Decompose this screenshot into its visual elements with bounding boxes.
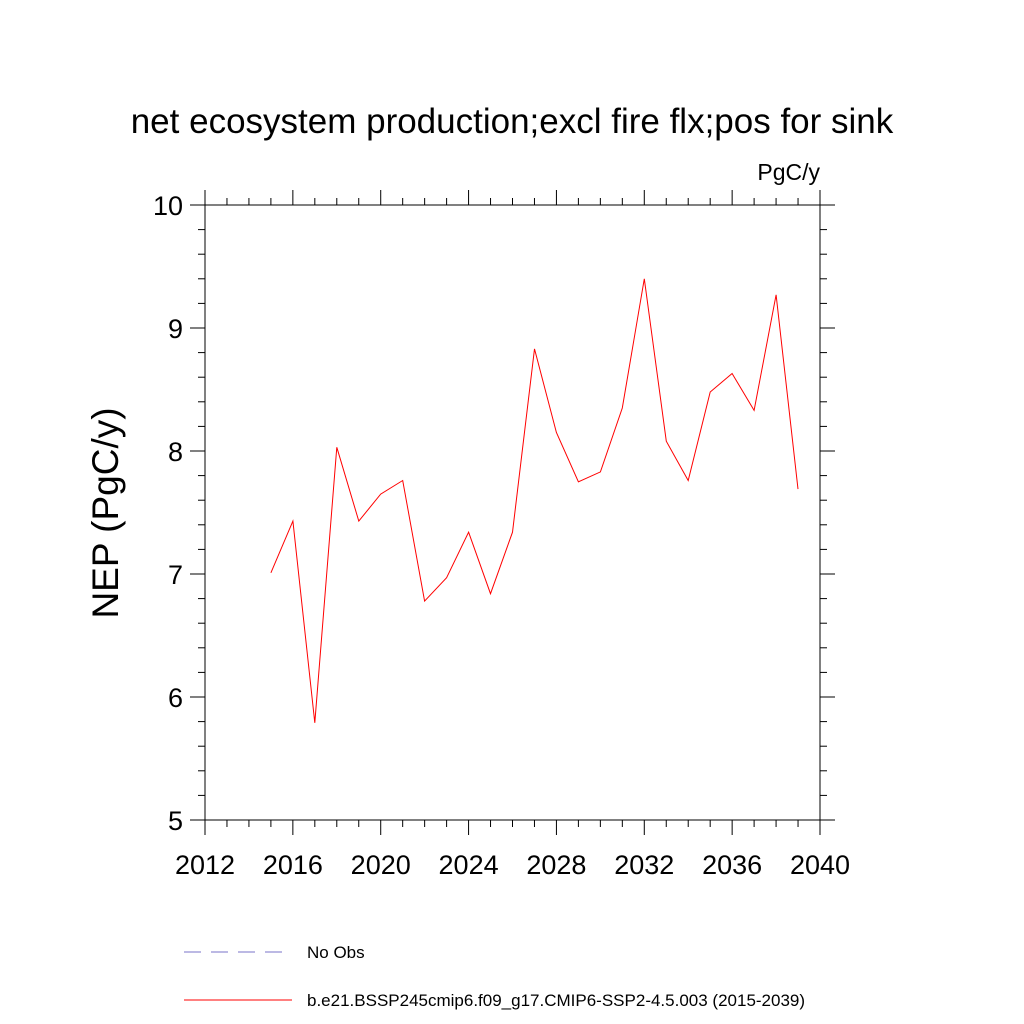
x-tick-label: 2016 <box>263 850 323 880</box>
legend: No Obs b.e21.BSSP245cmip6.f09_g17.CMIP6-S… <box>184 943 805 1010</box>
x-tick-label: 2012 <box>175 850 235 880</box>
y-tick-label: 6 <box>168 683 183 713</box>
legend-label: b.e21.BSSP245cmip6.f09_g17.CMIP6-SSP2-4.… <box>307 991 805 1010</box>
plot-frame <box>204 204 821 821</box>
x-tick-label: 2024 <box>439 850 499 880</box>
y-axis-label: NEP (PgC/y) <box>85 407 126 618</box>
series-line <box>270 278 799 723</box>
y-tick-label: 9 <box>168 314 183 344</box>
chart-title: net ecosystem production;excl fire flx;p… <box>131 102 894 141</box>
x-tick-label: 2040 <box>790 850 850 880</box>
y-axis: 5 6 7 8 9 10 <box>153 191 835 836</box>
series-layer <box>270 278 799 723</box>
y-tick-label: 7 <box>168 560 183 590</box>
y-tick-label: 10 <box>153 191 183 221</box>
x-tick-label: 2020 <box>351 850 411 880</box>
y-tick-label: 8 <box>168 437 183 467</box>
x-tick-label: 2036 <box>702 850 762 880</box>
x-tick-label: 2028 <box>526 850 586 880</box>
x-tick-label: 2032 <box>614 850 674 880</box>
legend-label: No Obs <box>307 943 365 962</box>
y-tick-label: 5 <box>168 806 183 836</box>
x-axis: 2012 2016 2020 2024 2028 2032 2036 2040 <box>175 190 850 880</box>
units-label: PgC/y <box>757 159 820 185</box>
